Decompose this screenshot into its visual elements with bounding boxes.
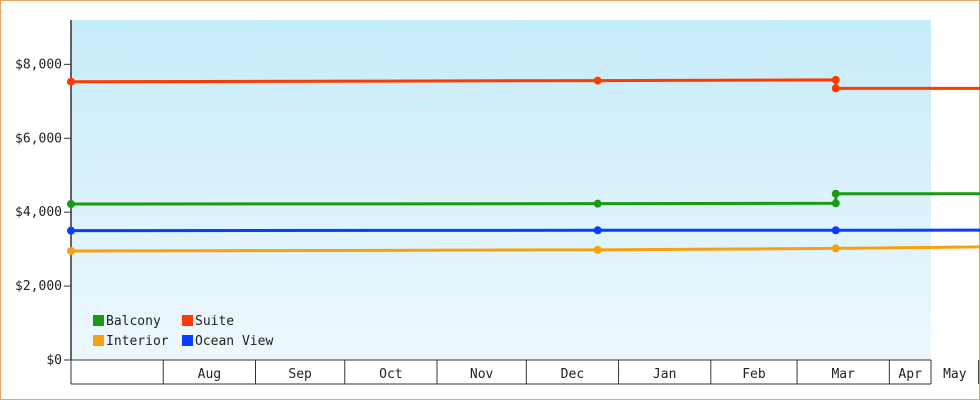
data-point-ocean-view xyxy=(831,226,840,235)
data-point-balcony xyxy=(831,189,840,198)
data-point-suite xyxy=(593,76,602,85)
data-point-balcony xyxy=(831,199,840,208)
series-ocean-view xyxy=(67,226,980,235)
series-line-ocean-view xyxy=(70,228,980,233)
data-point-ocean-view xyxy=(593,226,602,235)
plot-area xyxy=(71,20,931,360)
x-tick-label: Sep xyxy=(288,367,312,382)
data-point-interior xyxy=(67,246,75,255)
y-axis: $0 $2,000 $4,000 $6,000 $8,000 xyxy=(15,20,72,368)
data-point-balcony xyxy=(593,199,602,208)
data-point-suite xyxy=(67,77,75,86)
x-tick-label: Nov xyxy=(470,367,494,382)
x-tick-label: Apr xyxy=(898,367,922,382)
x-tick-label: Dec xyxy=(561,367,584,382)
data-point-suite xyxy=(831,75,840,84)
y-tick-label: $0 xyxy=(46,353,62,368)
legend-swatch-balcony xyxy=(93,315,104,326)
x-tick-label: Jan xyxy=(653,367,676,382)
x-tick-label: Aug xyxy=(198,367,221,382)
data-point-suite xyxy=(831,84,840,93)
series-balcony xyxy=(67,189,980,209)
data-point-ocean-view xyxy=(67,226,75,235)
y-tick-label: $6,000 xyxy=(15,131,62,146)
x-tick-label: Feb xyxy=(742,367,766,382)
legend-swatch-suite xyxy=(182,315,193,326)
series-layer xyxy=(67,75,980,255)
x-tick-label: Mar xyxy=(831,367,855,382)
legend-swatch-ocean-view xyxy=(182,335,193,346)
data-point-balcony xyxy=(67,200,75,209)
x-axis: AugSepOctNovDecJanFebMarAprMayJunJulAugS… xyxy=(70,359,980,385)
data-point-interior xyxy=(593,245,602,254)
legend-label-interior: Interior xyxy=(106,334,169,349)
data-point-interior xyxy=(831,244,840,253)
y-tick-label: $8,000 xyxy=(15,57,62,72)
legend-label-suite: Suite xyxy=(195,314,234,329)
x-tick-label: Oct xyxy=(379,367,402,382)
legend-swatch-interior xyxy=(93,335,104,346)
legend: Balcony Suite Interior Ocean View xyxy=(93,314,273,349)
series-suite xyxy=(67,75,980,93)
series-line-interior xyxy=(70,245,980,253)
x-tick-label: May xyxy=(943,367,967,382)
y-tick-label: $2,000 xyxy=(15,279,62,294)
legend-label-ocean-view: Ocean View xyxy=(195,334,273,349)
y-tick-label: $4,000 xyxy=(15,205,62,220)
series-interior xyxy=(67,244,980,255)
legend-label-balcony: Balcony xyxy=(106,314,161,329)
